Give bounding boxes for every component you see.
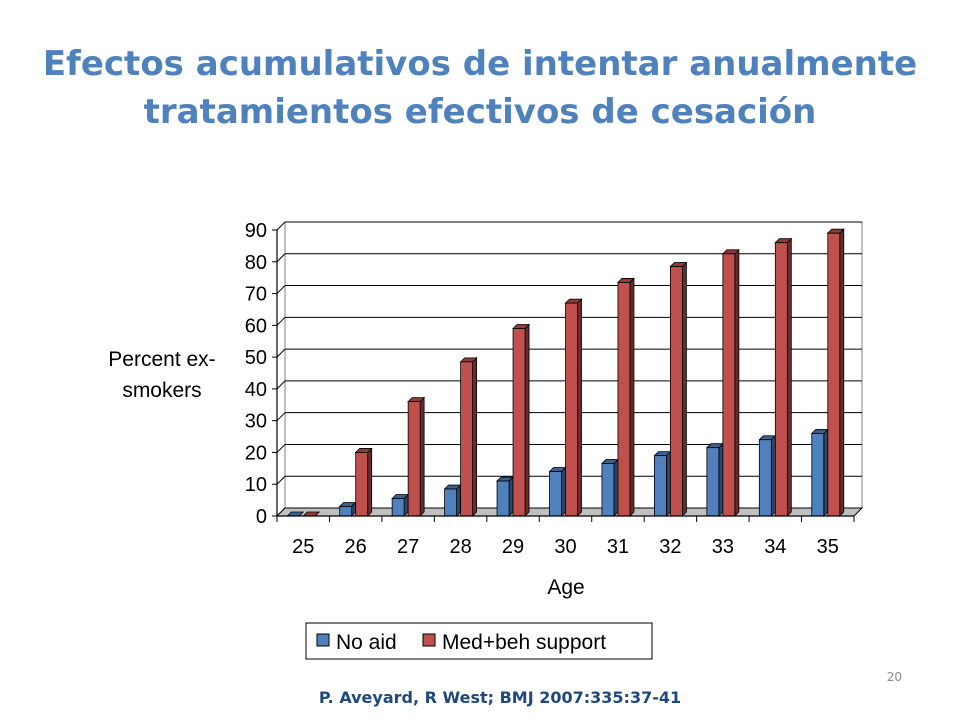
gridline-depth <box>276 380 286 390</box>
x-tick-label: 30 <box>554 536 576 558</box>
y-tick-label: 20 <box>245 442 267 464</box>
y-tick-label: 80 <box>245 252 267 274</box>
x-tick-label: 33 <box>712 536 734 558</box>
y-tick-label: 0 <box>256 506 267 528</box>
bar-med-beh-support-30 <box>564 298 583 517</box>
bar-no-aid-30 <box>548 466 567 517</box>
bar-med-beh-support-32 <box>669 261 688 517</box>
x-tick-label: 28 <box>449 536 471 558</box>
gridline-depth <box>276 444 286 453</box>
bar-med-beh-support-27 <box>407 396 426 517</box>
y-tick-label: 30 <box>245 411 267 433</box>
legend-label-med-beh: Med+beh support <box>442 631 606 654</box>
bar-med-beh-support-28 <box>459 356 478 517</box>
y-axis-title-line-1: Percent ex- <box>108 348 215 371</box>
bar-no-aid-28 <box>443 484 462 517</box>
y-tick-label: 50 <box>245 347 267 369</box>
bar-no-aid-27 <box>391 493 410 517</box>
gridline-depth <box>276 348 286 358</box>
gridline-depth <box>276 221 286 231</box>
x-tick-label: 27 <box>397 536 419 558</box>
slide-title: Efectos acumulativos de intentar anualme… <box>0 40 960 136</box>
source-citation: P. Aveyard, R West; BMJ 2007:335:37-41 <box>318 688 682 707</box>
y-tick-label: 10 <box>245 474 267 496</box>
bar-no-aid-26 <box>338 501 357 517</box>
bar-no-aid-29 <box>496 476 515 517</box>
y-tick-label: 60 <box>245 315 267 337</box>
gridline-depth <box>276 253 286 263</box>
slide-title-line-2: tratamientos efectivos de cesación <box>143 92 817 132</box>
bar-no-aid-35 <box>810 428 829 517</box>
y-tick-label: 70 <box>245 284 267 306</box>
bar-med-beh-support-29 <box>512 323 531 517</box>
y-tick-label: 90 <box>245 220 267 242</box>
bar-med-beh-support-35 <box>826 228 845 517</box>
bar-med-beh-support-31 <box>616 277 635 517</box>
x-tick-label: 26 <box>345 536 367 558</box>
y-axis-title-line-2: smokers <box>122 379 201 402</box>
bar-med-beh-support-26 <box>354 447 373 517</box>
gridline-depth <box>276 285 286 294</box>
x-tick-label: 25 <box>292 536 314 558</box>
x-tick-label: 34 <box>764 536 786 558</box>
x-axis-title: Age <box>547 576 584 599</box>
bar-no-aid-31 <box>600 458 619 517</box>
legend: No aid Med+beh support <box>305 622 653 660</box>
gridline-depth <box>276 316 286 326</box>
bar-no-aid-34 <box>758 434 777 517</box>
x-tick-label: 29 <box>502 536 524 558</box>
gridline-depth <box>276 412 286 422</box>
axes: 0 10 20 30 40 50 60 70 80 90 25 26 27 28 29 30 31 32 33 34 3… <box>245 220 855 558</box>
legend-swatch-no-aid <box>316 633 330 647</box>
y-axis-title: Percent ex- smokers <box>108 348 215 402</box>
legend-box <box>305 622 653 660</box>
legend-label-no-aid: No aid <box>336 631 397 654</box>
gridline-depth <box>276 475 286 485</box>
bars <box>286 228 845 517</box>
y-tick-label: 40 <box>245 379 267 401</box>
x-tick-label: 35 <box>817 536 839 558</box>
legend-swatch-med-beh <box>422 633 436 647</box>
slide-title-line-1: Efectos acumulativos de intentar anualme… <box>42 44 918 84</box>
bar-no-aid-33 <box>705 442 724 517</box>
bar-med-beh-support-34 <box>774 237 793 517</box>
bar-med-beh-support-33 <box>721 248 740 517</box>
page-number: 20 <box>886 670 902 684</box>
bar-no-aid-32 <box>653 450 672 517</box>
x-tick-label: 31 <box>607 536 629 558</box>
x-tick-label: 32 <box>659 536 681 558</box>
